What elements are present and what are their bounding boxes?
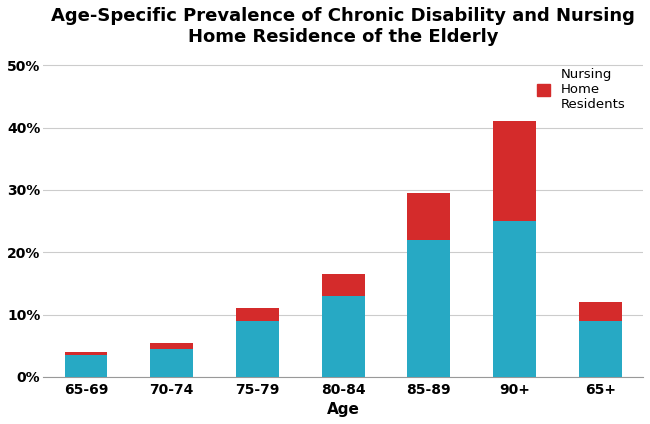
Title: Age-Specific Prevalence of Chronic Disability and Nursing
Home Residence of the : Age-Specific Prevalence of Chronic Disab…	[51, 7, 635, 46]
Bar	[236, 308, 279, 321]
Bar	[322, 274, 365, 296]
Legend: Nursing
Home
Residents: Nursing Home Residents	[532, 63, 630, 116]
X-axis label: Age: Age	[327, 402, 359, 417]
Bar	[408, 240, 450, 377]
Bar	[150, 349, 193, 377]
Bar	[64, 352, 107, 355]
Bar	[236, 321, 279, 377]
Bar	[64, 355, 107, 377]
Bar	[493, 121, 536, 221]
Bar	[322, 296, 365, 377]
Bar	[150, 343, 193, 349]
Bar	[578, 321, 621, 377]
Bar	[578, 302, 621, 321]
Bar	[408, 193, 450, 240]
Bar	[493, 221, 536, 377]
